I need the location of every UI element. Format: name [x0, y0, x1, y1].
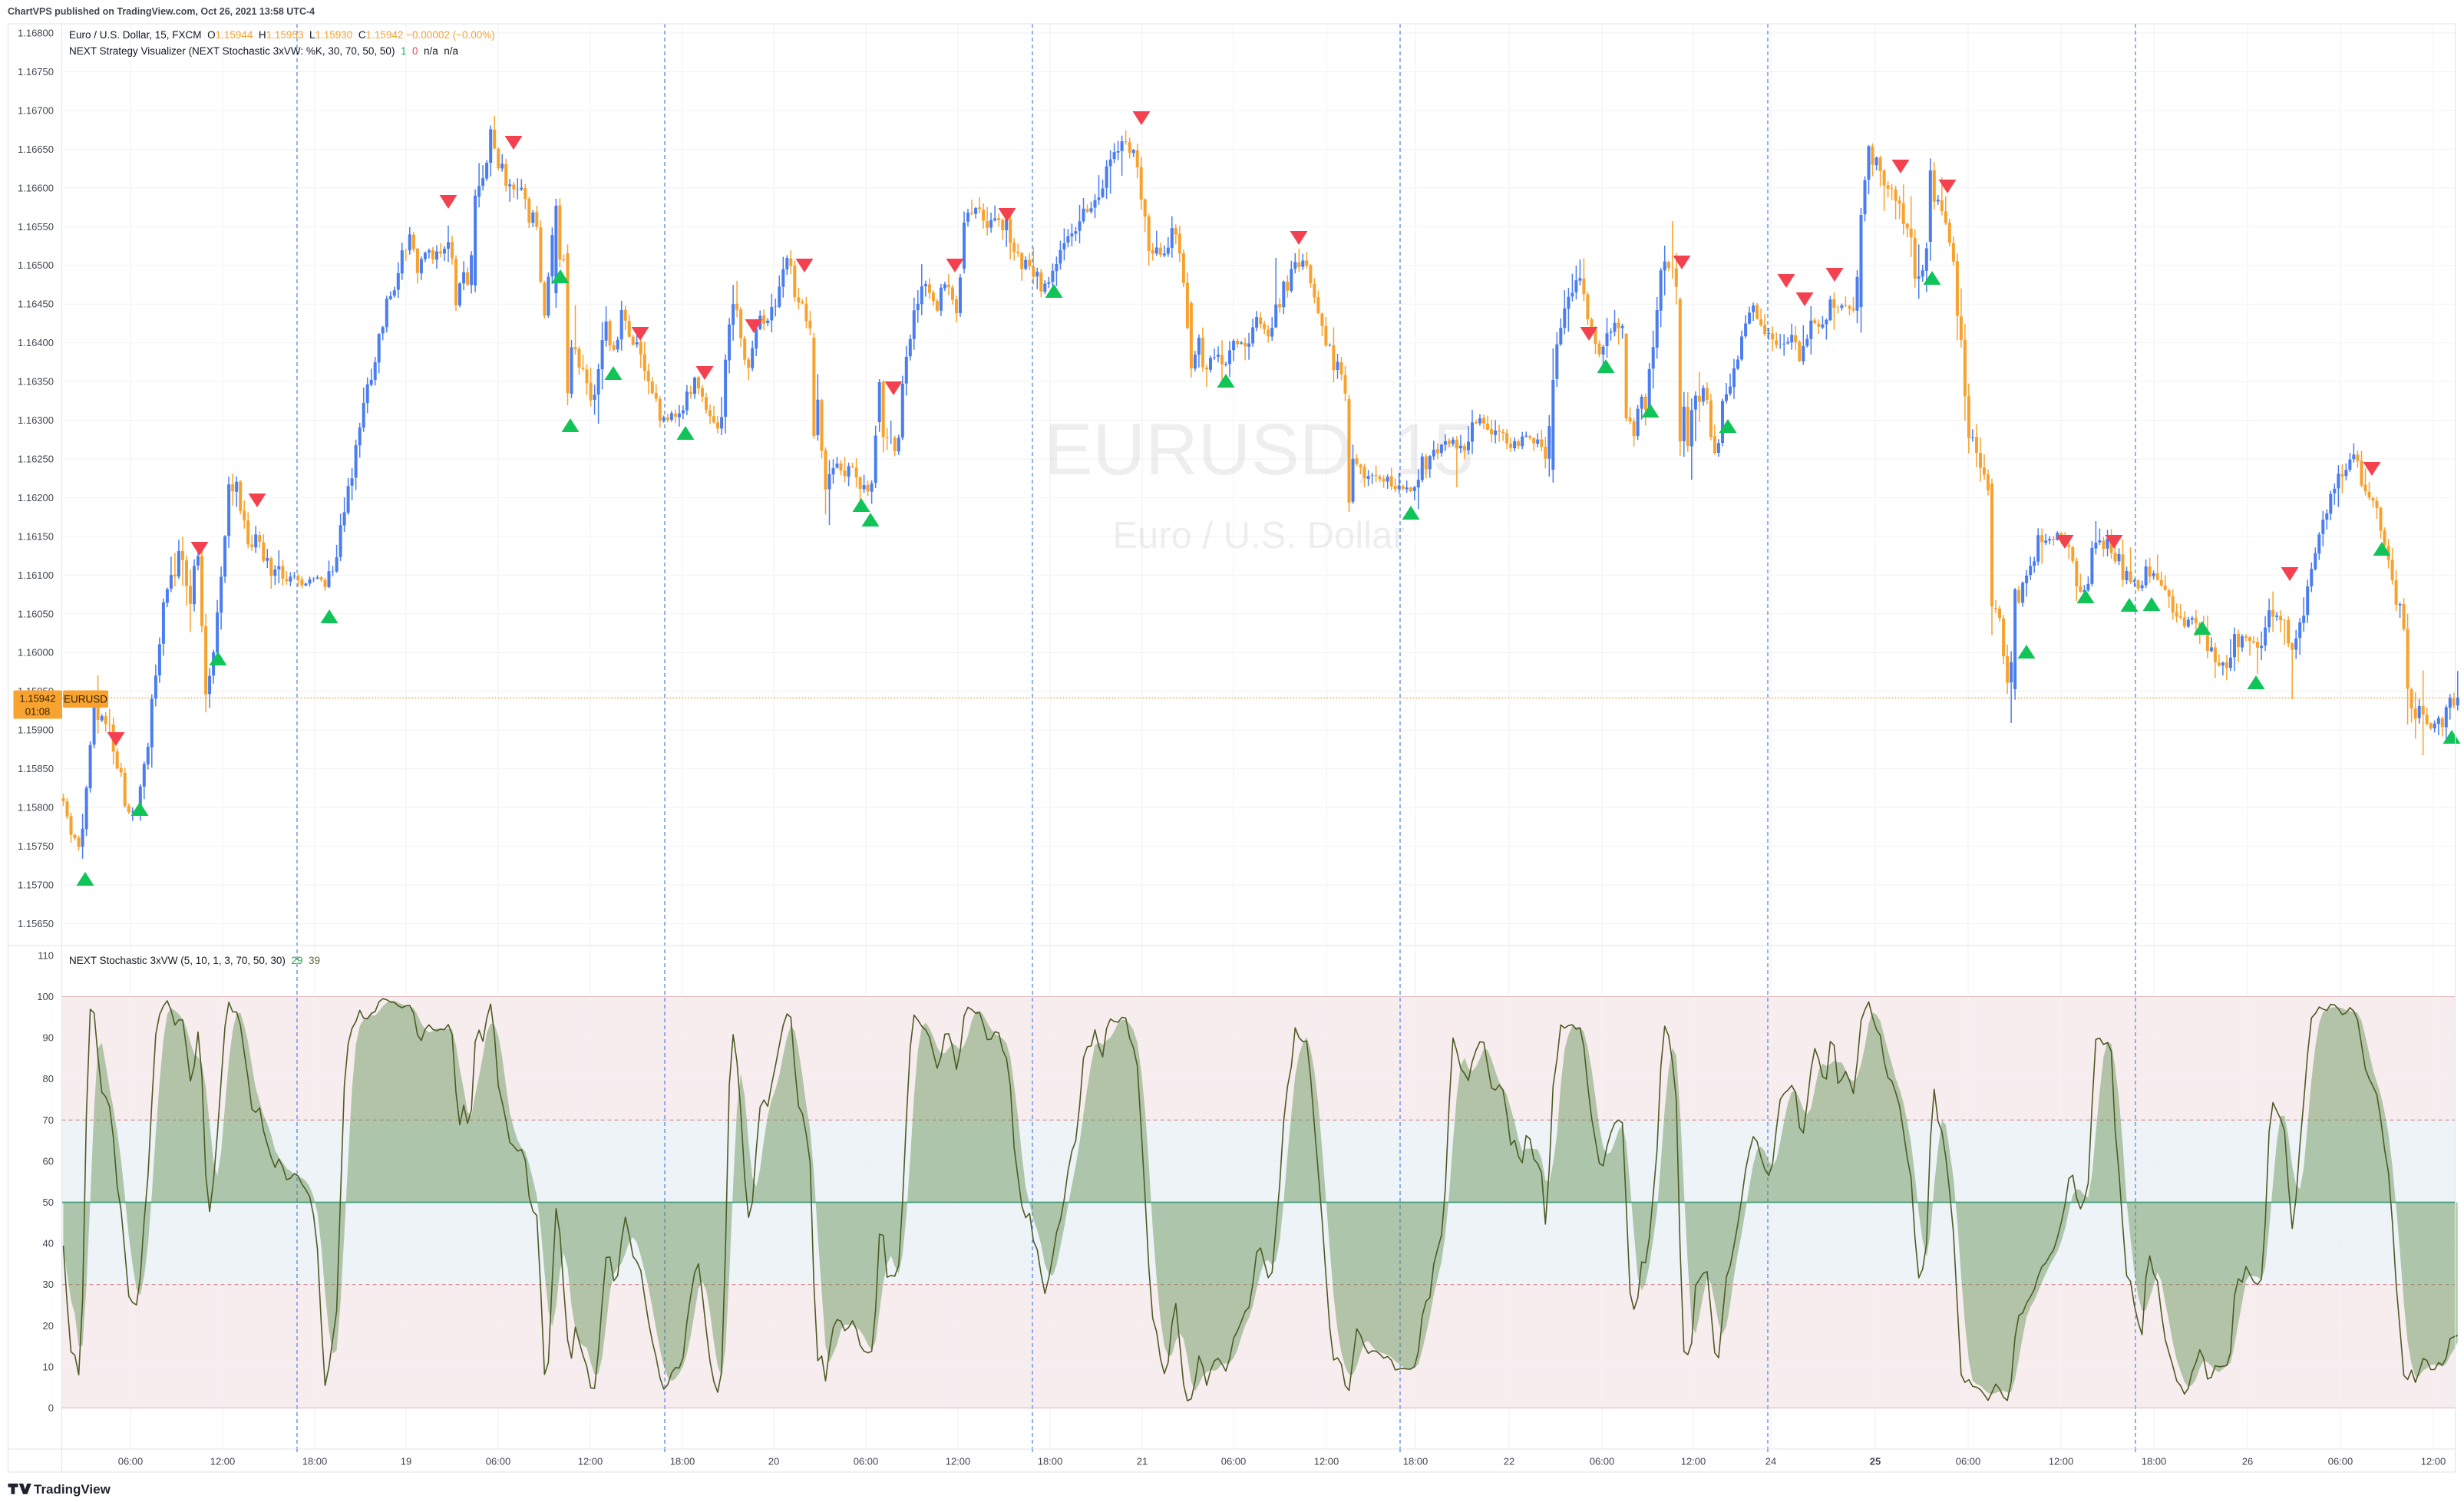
- svg-text:EURUSD: EURUSD: [64, 694, 107, 705]
- svg-text:06:00: 06:00: [1590, 1456, 1615, 1467]
- svg-text:21: 21: [1137, 1456, 1148, 1467]
- svg-text:1.15942: 1.15942: [20, 693, 56, 705]
- svg-text:NEXT Stochastic 3xVW (5, 10, 1: NEXT Stochastic 3xVW (5, 10, 1, 3, 70, 5…: [69, 955, 320, 966]
- svg-text:06:00: 06:00: [118, 1456, 144, 1467]
- svg-text:18:00: 18:00: [1403, 1456, 1429, 1467]
- svg-text:0: 0: [48, 1402, 54, 1414]
- svg-text:1.16600: 1.16600: [18, 182, 54, 193]
- svg-text:1.16800: 1.16800: [18, 28, 54, 39]
- svg-text:70: 70: [43, 1114, 54, 1126]
- svg-text:50: 50: [43, 1197, 54, 1208]
- svg-text:1.16050: 1.16050: [18, 608, 54, 619]
- svg-text:18:00: 18:00: [1038, 1456, 1063, 1467]
- svg-text:12:00: 12:00: [578, 1456, 603, 1467]
- svg-text:12:00: 12:00: [210, 1456, 236, 1467]
- svg-text:06:00: 06:00: [1221, 1456, 1247, 1467]
- svg-text:NEXT Strategy Visualizer (NEXT: NEXT Strategy Visualizer (NEXT Stochasti…: [69, 45, 459, 57]
- svg-text:1.15900: 1.15900: [18, 725, 54, 736]
- svg-text:20: 20: [768, 1456, 779, 1467]
- svg-text:1.16150: 1.16150: [18, 530, 54, 542]
- svg-text:12:00: 12:00: [1314, 1456, 1339, 1467]
- svg-text:1.15650: 1.15650: [18, 918, 54, 929]
- svg-text:22: 22: [1504, 1456, 1514, 1467]
- svg-text:40: 40: [43, 1238, 54, 1249]
- svg-text:24: 24: [1765, 1456, 1776, 1467]
- svg-text:18:00: 18:00: [2142, 1456, 2167, 1467]
- svg-text:1.15700: 1.15700: [18, 879, 54, 890]
- svg-text:110: 110: [38, 950, 54, 962]
- svg-text:ChartVPS published on TradingV: ChartVPS published on TradingView.com, O…: [8, 6, 315, 17]
- svg-text:90: 90: [43, 1032, 54, 1044]
- svg-text:06:00: 06:00: [1956, 1456, 1981, 1467]
- svg-text:01:08: 01:08: [25, 706, 51, 718]
- svg-text:1.16100: 1.16100: [18, 569, 54, 581]
- svg-text:Euro / U.S. Dollar: Euro / U.S. Dollar: [1112, 515, 1405, 556]
- svg-text:06:00: 06:00: [486, 1456, 511, 1467]
- svg-text:1.16500: 1.16500: [18, 259, 54, 271]
- svg-text:60: 60: [43, 1155, 54, 1167]
- svg-text:18:00: 18:00: [302, 1456, 328, 1467]
- svg-text:1.15850: 1.15850: [18, 763, 54, 774]
- svg-text:06:00: 06:00: [854, 1456, 879, 1467]
- svg-text:26: 26: [2242, 1456, 2253, 1467]
- svg-text:12:00: 12:00: [2421, 1456, 2446, 1467]
- svg-text:1.16550: 1.16550: [18, 221, 54, 233]
- svg-text:Euro / U.S. Dollar, 15, FXCM: Euro / U.S. Dollar, 15, FXCM O1.15944 H1…: [69, 29, 495, 41]
- svg-text:10: 10: [43, 1361, 54, 1372]
- svg-text:12:00: 12:00: [946, 1456, 971, 1467]
- svg-text:19: 19: [401, 1456, 411, 1467]
- svg-text:25: 25: [1870, 1456, 1881, 1467]
- svg-text:20: 20: [43, 1320, 54, 1332]
- svg-text:1.16300: 1.16300: [18, 414, 54, 426]
- svg-text:80: 80: [43, 1073, 54, 1084]
- svg-text:EURUSD, 15: EURUSD, 15: [1044, 409, 1474, 490]
- svg-text:06:00: 06:00: [2328, 1456, 2353, 1467]
- svg-text:1.15800: 1.15800: [18, 802, 54, 814]
- svg-text:12:00: 12:00: [2049, 1456, 2074, 1467]
- svg-text:30: 30: [43, 1279, 54, 1290]
- svg-text:1.16700: 1.16700: [18, 104, 54, 116]
- svg-text:TradingView: TradingView: [34, 1482, 111, 1497]
- svg-text:1.16450: 1.16450: [18, 299, 54, 310]
- svg-text:1.16200: 1.16200: [18, 492, 54, 503]
- svg-text:12:00: 12:00: [1681, 1456, 1706, 1467]
- svg-text:1.16250: 1.16250: [18, 454, 54, 465]
- svg-text:18:00: 18:00: [670, 1456, 695, 1467]
- svg-text:100: 100: [37, 991, 54, 1002]
- svg-text:1.16750: 1.16750: [18, 66, 54, 78]
- svg-text:1.16400: 1.16400: [18, 337, 54, 348]
- svg-text:1.16650: 1.16650: [18, 144, 54, 155]
- svg-text:1.16350: 1.16350: [18, 376, 54, 388]
- svg-text:1.15750: 1.15750: [18, 840, 54, 852]
- svg-text:1.16000: 1.16000: [18, 647, 54, 659]
